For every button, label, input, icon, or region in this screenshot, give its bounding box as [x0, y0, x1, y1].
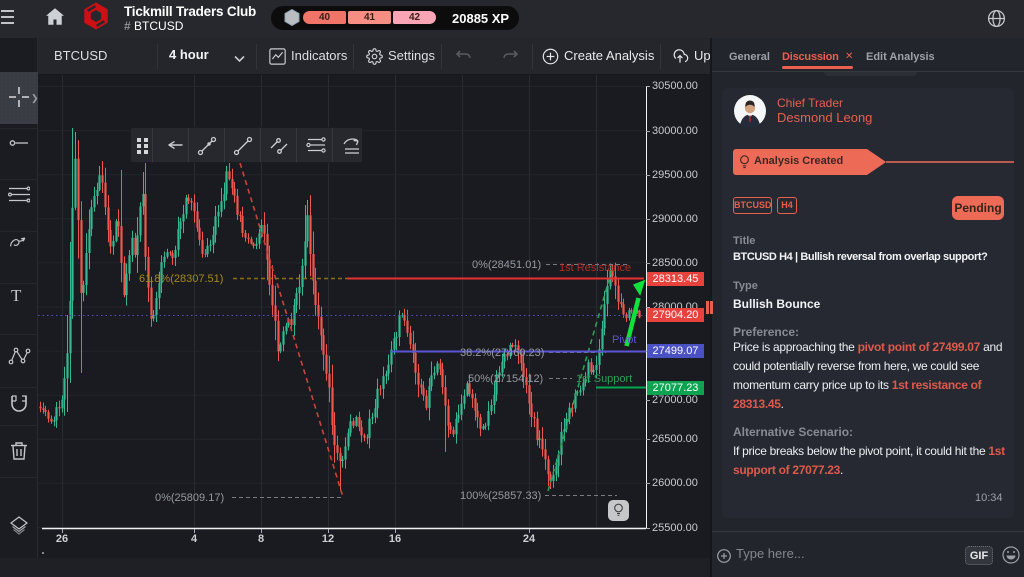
svg-text:100%(25857.33): 100%(25857.33)	[460, 490, 541, 502]
svg-text:0%(25809.17): 0%(25809.17)	[155, 492, 224, 504]
svg-text:61.8%(28307.51): 61.8%(28307.51)	[139, 273, 223, 285]
svg-text:1st Support: 1st Support	[576, 373, 632, 385]
svg-text:1st Resistance: 1st Resistance	[559, 262, 631, 274]
svg-text:Pivot: Pivot	[612, 334, 636, 346]
svg-text:38.2%(27460.23): 38.2%(27460.23)	[460, 347, 544, 359]
svg-text:50%(27154.12): 50%(27154.12)	[468, 373, 543, 385]
svg-text:0%(28451.01): 0%(28451.01)	[472, 259, 541, 271]
